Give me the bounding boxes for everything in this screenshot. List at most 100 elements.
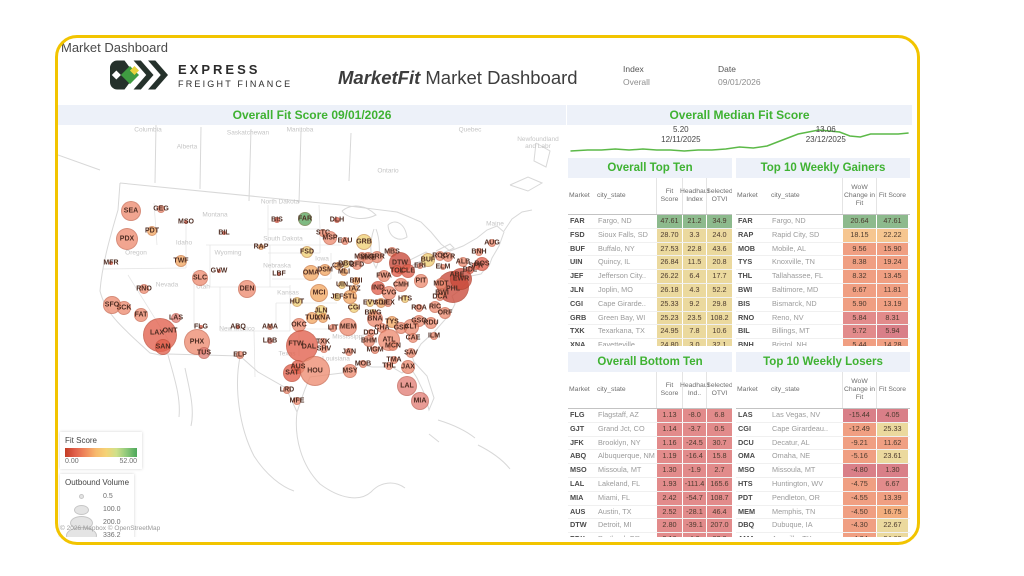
map-marker-eau[interactable] bbox=[341, 237, 349, 245]
map-marker-far[interactable] bbox=[298, 212, 312, 226]
map-marker-mfr[interactable] bbox=[109, 261, 113, 265]
table-row[interactable]: JLN Joplin, MO 26.18 4.3 52.2 bbox=[568, 283, 732, 298]
map-marker-orf[interactable] bbox=[439, 307, 451, 319]
map-marker-pit[interactable] bbox=[414, 274, 428, 288]
table-row[interactable]: AMAAmarillo, TX-4.2424.60 bbox=[736, 533, 910, 537]
map-marker-cae[interactable] bbox=[408, 333, 418, 343]
table-row[interactable]: DTW Detroit, MI 2.80 -39.1 207.0 bbox=[568, 519, 732, 534]
map-marker-aug[interactable] bbox=[488, 239, 496, 247]
map-marker-thl[interactable] bbox=[385, 362, 393, 370]
map-marker-alb[interactable] bbox=[458, 257, 468, 267]
table-row[interactable]: BWI Baltimore, MD 6.67 11.81 bbox=[736, 283, 910, 298]
table-row[interactable]: FLG Flagstaff, AZ 1.13 -8.0 6.8 bbox=[568, 409, 732, 423]
map-marker-bil[interactable] bbox=[222, 231, 226, 235]
table-row[interactable]: LAS Las Vegas, NV -15.44 4.05 bbox=[736, 409, 910, 423]
map-marker-geg[interactable] bbox=[157, 205, 165, 213]
table-row[interactable]: MSO Missoula, MT 1.30 -1.9 2.7 bbox=[568, 464, 732, 478]
table-row[interactable]: BIL Billings, MT 5.72 5.94 bbox=[736, 325, 910, 340]
map-marker-cle[interactable] bbox=[401, 264, 415, 278]
table-row[interactable]: FAR Fargo, ND 47.61 21.2 34.9 bbox=[568, 215, 732, 229]
map-marker-dca[interactable] bbox=[436, 293, 444, 301]
map-marker-msy[interactable] bbox=[343, 364, 357, 378]
map-marker-abq[interactable] bbox=[236, 325, 240, 329]
map-marker-mli[interactable] bbox=[340, 268, 348, 276]
date-filter[interactable]: Date 09/01/2026 bbox=[718, 64, 761, 87]
map-marker-gvw[interactable] bbox=[217, 269, 221, 273]
map-marker-rno[interactable] bbox=[139, 284, 149, 294]
table-row[interactable]: RNO Reno, NV 5.84 8.31 bbox=[736, 311, 910, 326]
map-marker-lrd[interactable] bbox=[283, 386, 291, 394]
map-marker-mso[interactable] bbox=[184, 220, 188, 224]
map-canvas[interactable]: Fit Score 0.00 52.00 Outbound Volume 0.5… bbox=[58, 125, 566, 537]
index-filter-value[interactable]: Overall bbox=[623, 77, 650, 87]
map-marker-dlh[interactable] bbox=[334, 217, 340, 223]
table-row[interactable]: MSO Missoula, MT -4.80 1.30 bbox=[736, 464, 910, 478]
map-marker-cmh[interactable] bbox=[394, 278, 408, 292]
table-row[interactable]: AUS Austin, TX 2.52 -28.1 46.4 bbox=[568, 505, 732, 520]
map-marker-grb[interactable] bbox=[356, 234, 372, 250]
table-row[interactable]: DCU Decatur, AL -9.21 11.62 bbox=[736, 436, 910, 451]
map-marker-sea[interactable] bbox=[121, 201, 141, 221]
index-filter[interactable]: Index Overall bbox=[623, 64, 650, 87]
map-marker-rdu[interactable] bbox=[425, 317, 437, 329]
map-marker-jef[interactable] bbox=[333, 293, 341, 301]
table-row[interactable]: THL Tallahassee, FL 8.32 13.45 bbox=[736, 270, 910, 284]
table-row[interactable]: BIS Bismarck, ND 5.90 13.19 bbox=[736, 297, 910, 312]
map-marker-pdx[interactable] bbox=[116, 228, 138, 250]
map-marker-tus[interactable] bbox=[198, 347, 210, 359]
table-row[interactable]: PDT Pendleton, OR -4.55 13.39 bbox=[736, 491, 910, 506]
map-marker-bnh[interactable] bbox=[475, 248, 483, 256]
table-row[interactable]: DBQ Dubuque, IA -4.30 22.67 bbox=[736, 519, 910, 534]
table-row[interactable]: RAP Rapid City, SD 18.15 22.22 bbox=[736, 228, 910, 243]
map-marker-den[interactable] bbox=[238, 280, 256, 298]
map-marker-mia[interactable] bbox=[411, 392, 429, 410]
map-marker-taz[interactable] bbox=[350, 285, 358, 293]
map-marker-fat[interactable] bbox=[134, 308, 148, 322]
date-filter-value[interactable]: 09/01/2026 bbox=[718, 77, 761, 87]
map-marker-lit[interactable] bbox=[329, 324, 337, 332]
table-row[interactable]: TYS Knoxville, TN 8.38 19.24 bbox=[736, 256, 910, 271]
map-marker-slc[interactable] bbox=[192, 270, 208, 286]
map-marker-ewr[interactable] bbox=[450, 268, 472, 290]
map-marker-hou[interactable] bbox=[300, 356, 330, 386]
table-row[interactable]: MIA Miami, FL 2.42 -54.7 108.7 bbox=[568, 491, 732, 506]
map-marker-rfd[interactable] bbox=[352, 260, 362, 270]
map-marker-evv[interactable] bbox=[366, 299, 374, 307]
table-row[interactable]: JFK Brooklyn, NY 1.16 -24.5 30.7 bbox=[568, 436, 732, 451]
map-marker-mgm[interactable] bbox=[371, 346, 379, 354]
map-marker-fsd[interactable] bbox=[301, 246, 313, 258]
map-marker-elp[interactable] bbox=[236, 351, 244, 359]
map-marker-roa[interactable] bbox=[415, 304, 423, 312]
map-marker-ama[interactable] bbox=[267, 324, 273, 330]
map-marker-dsm[interactable] bbox=[319, 264, 331, 276]
map-marker-tul[interactable] bbox=[306, 312, 318, 324]
map-marker-bis[interactable] bbox=[274, 217, 280, 223]
map-marker-rap[interactable] bbox=[258, 244, 264, 250]
map-marker-cid[interactable] bbox=[334, 262, 342, 270]
map-marker-lbb[interactable] bbox=[267, 338, 273, 344]
table-row[interactable]: FAR Fargo, ND 20.64 47.61 bbox=[736, 215, 910, 229]
table-row[interactable]: HTS Huntington, WV -4.75 6.67 bbox=[736, 477, 910, 492]
table-row[interactable]: PDXPortland, OR3.164.688.0 bbox=[568, 533, 732, 537]
map-marker-lbf[interactable] bbox=[277, 272, 281, 276]
map-marker-shv[interactable] bbox=[320, 345, 328, 353]
map-marker-twf[interactable] bbox=[175, 255, 187, 267]
map-marker-uin[interactable] bbox=[338, 281, 346, 289]
map-marker-grr[interactable] bbox=[371, 251, 383, 263]
map-marker-mcn[interactable] bbox=[388, 341, 398, 351]
table-row[interactable]: BNH Bristol, NH 5.44 14.28 bbox=[736, 339, 910, 346]
map-marker-dbq[interactable] bbox=[342, 260, 350, 268]
table-row[interactable]: LAL Lakeland, FL 1.93 -111.4 165.6 bbox=[568, 477, 732, 492]
map-marker-buf[interactable] bbox=[421, 253, 435, 267]
table-row[interactable]: JEF Jefferson City.. 26.22 6.4 17.7 bbox=[568, 270, 732, 284]
table-row[interactable]: CGI Cape Girarde.. 25.33 9.2 29.8 bbox=[568, 297, 732, 312]
map-marker-las[interactable] bbox=[171, 313, 181, 323]
table-row[interactable]: FSD Sioux Falls, SD 28.70 3.3 24.0 bbox=[568, 228, 732, 243]
table-row[interactable]: ABQ Albuquerque, NM 1.19 -16.4 15.8 bbox=[568, 450, 732, 465]
map-marker-mem[interactable] bbox=[339, 318, 357, 336]
map-marker-san[interactable] bbox=[155, 339, 171, 355]
map-marker-xna[interactable] bbox=[318, 313, 328, 323]
map-marker-elm[interactable] bbox=[440, 264, 446, 270]
map-marker-bmi[interactable] bbox=[352, 277, 360, 285]
table-row[interactable]: MOB Mobile, AL 9.56 15.90 bbox=[736, 242, 910, 257]
